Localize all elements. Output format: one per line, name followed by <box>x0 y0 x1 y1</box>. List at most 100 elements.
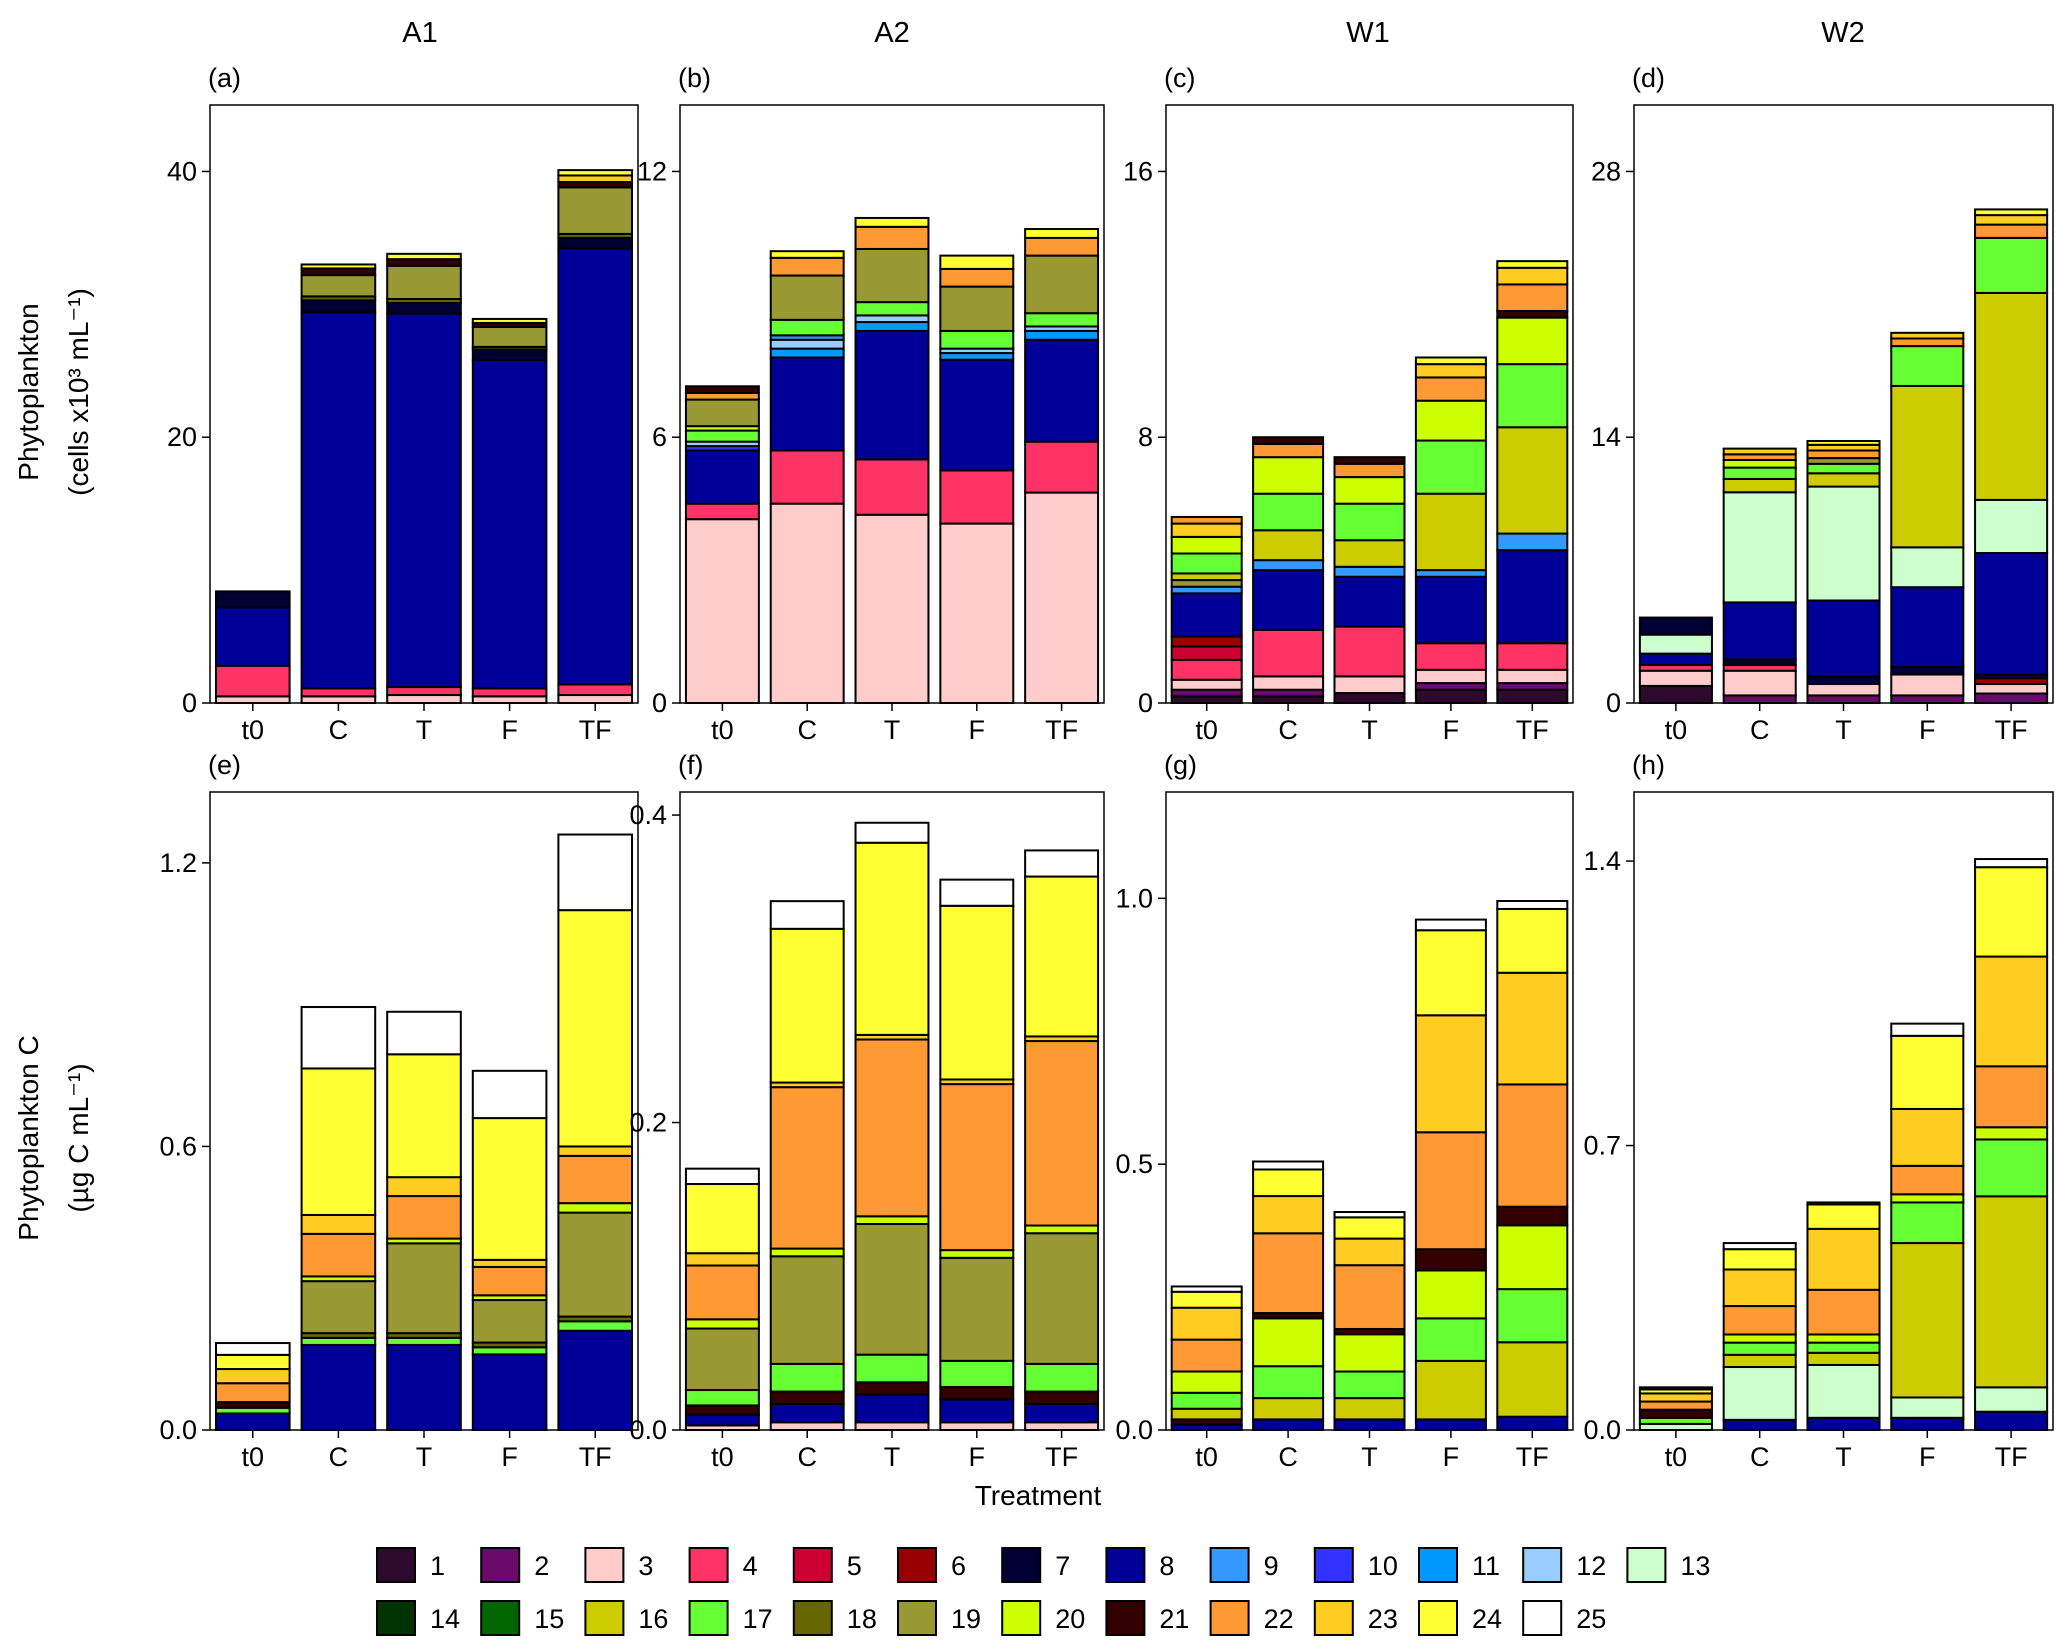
bar-segment-class-4 <box>939 469 1015 525</box>
legend-item-8: 8 <box>1105 1547 1174 1583</box>
bar-segment-class-22 <box>1722 1305 1797 1336</box>
bar-segment-class-22 <box>939 267 1015 288</box>
bar-segment-class-20 <box>1722 1333 1797 1344</box>
legend-label: 12 <box>1576 1551 1606 1581</box>
bar-segment-class-24 <box>769 250 845 259</box>
legend-label: 21 <box>1159 1604 1189 1634</box>
legend-label: 20 <box>1055 1604 1085 1634</box>
panel-label: (h) <box>1632 750 1665 780</box>
bar-segment-class-8 <box>1806 1416 1881 1432</box>
bar-segment-class-22 <box>1496 283 1569 312</box>
bar-segment-class-20 <box>684 1318 760 1330</box>
legend-swatch <box>1209 1547 1250 1583</box>
bar-segment-class-22 <box>1414 1131 1487 1251</box>
bar-segment-class-1 <box>1414 688 1487 705</box>
bar-segment-class-4 <box>1024 440 1100 494</box>
bar-segment-class-16 <box>1722 477 1797 494</box>
bar-segment-class-13 <box>1890 1396 1965 1419</box>
bar-segment-class-21 <box>1252 436 1325 445</box>
bar-segment-class-25 <box>684 1167 760 1186</box>
legend-item-22: 22 <box>1209 1600 1294 1636</box>
bar-segment-class-11 <box>1024 329 1100 341</box>
bar-segment-class-17 <box>1414 439 1487 495</box>
bar-segment-class-25 <box>1024 849 1100 878</box>
x-tick-label: C <box>1750 1442 1770 1472</box>
bar-C <box>769 250 845 704</box>
bar-F <box>939 878 1015 1431</box>
y-tick-label: 14 <box>1591 422 1621 452</box>
panel-h: (h)0.00.71.4t0 C T F TF <box>1583 750 2054 1472</box>
bar-segment-class-24 <box>214 1353 291 1371</box>
bar-segment-class-17 <box>1496 363 1569 429</box>
bar-F <box>1890 331 1965 705</box>
bar-segment-class-20 <box>854 1215 930 1225</box>
bar-segment-class-20 <box>1024 1224 1100 1235</box>
bar-segment-class-22 <box>471 1265 548 1297</box>
bar-segment-class-17 <box>684 429 760 443</box>
bar-segment-class-23 <box>1496 266 1569 286</box>
bar-segment-class-23 <box>684 1252 760 1267</box>
bar-segment-class-24 <box>684 1183 760 1255</box>
bar-segment-class-23 <box>1414 363 1487 379</box>
bar-segment-class-4 <box>1252 628 1325 678</box>
bar-TF <box>1974 208 2049 704</box>
bar-segment-class-25 <box>557 833 634 912</box>
legend-item-4: 4 <box>688 1547 758 1583</box>
bar-segment-class-23 <box>386 1176 462 1198</box>
x-tick-label: TF <box>1045 1442 1078 1472</box>
bar-segment-class-8 <box>769 1402 845 1424</box>
bar-segment-class-16 <box>1890 1242 1965 1399</box>
legend-label: 5 <box>847 1551 862 1581</box>
bar-segment-class-17 <box>684 1389 760 1407</box>
bar-segment-class-22 <box>1024 236 1100 257</box>
bar-segment-class-8 <box>1024 1402 1100 1424</box>
bar-segment-class-17 <box>769 1362 845 1393</box>
bar-F <box>939 254 1015 704</box>
legend-swatch <box>1522 1547 1563 1583</box>
bar-segment-class-4 <box>1170 658 1243 681</box>
bar-segment-class-7 <box>300 299 377 314</box>
bar-segment-class-20 <box>1252 1317 1325 1368</box>
bar-segment-class-7 <box>1806 675 1881 686</box>
bar-segment-class-3 <box>769 1421 845 1431</box>
legend-label: 7 <box>1055 1551 1070 1581</box>
bar-segment-class-3 <box>386 694 462 705</box>
bar-segment-class-8 <box>1722 601 1797 661</box>
legend-label: 19 <box>951 1604 981 1634</box>
bar-segment-class-20 <box>1496 1224 1569 1291</box>
legend-label: 6 <box>951 1551 966 1581</box>
bar-segment-class-8 <box>684 449 760 505</box>
x-tick-label: F <box>1443 1442 1460 1472</box>
legend-label: 16 <box>638 1604 668 1634</box>
bar-segment-class-17 <box>1806 1341 1881 1354</box>
y-tick-label: 28 <box>1591 156 1621 186</box>
bar-segment-class-17 <box>471 1346 548 1356</box>
bar-segment-class-8 <box>300 1343 377 1432</box>
legend-item-15: 15 <box>480 1600 564 1636</box>
bar-segment-class-8 <box>1170 592 1243 638</box>
legend-label: 8 <box>1159 1551 1174 1581</box>
bar-segment-class-24 <box>1974 208 2049 217</box>
bar-segment-class-23 <box>1333 1237 1406 1267</box>
x-tick-label: T <box>1835 715 1852 745</box>
bar-segment-class-16 <box>1333 1397 1406 1421</box>
bar-segment-class-23 <box>1496 971 1569 1086</box>
bar-segment-class-20 <box>1722 459 1797 469</box>
legend-label: 11 <box>1472 1551 1500 1581</box>
bar-T <box>1806 440 1881 705</box>
bar-C <box>300 263 377 704</box>
bar-segment-class-17 <box>1722 1341 1797 1356</box>
bar-segment-class-3 <box>1638 669 1713 687</box>
bar-segment-class-3 <box>1252 675 1325 691</box>
bar-segment-class-4 <box>214 664 291 698</box>
y-tick-label: 0.2 <box>629 1108 667 1138</box>
bar-segment-class-22 <box>769 1086 845 1250</box>
legend-label: 24 <box>1472 1604 1502 1634</box>
bar-segment-class-20 <box>939 1249 1015 1259</box>
bar-T <box>1806 1201 1881 1432</box>
bar-segment-class-16 <box>1414 492 1487 572</box>
bar-segment-class-7 <box>471 348 548 362</box>
legend-item-19: 19 <box>897 1600 981 1636</box>
bar-segment-class-17 <box>1974 236 2049 294</box>
